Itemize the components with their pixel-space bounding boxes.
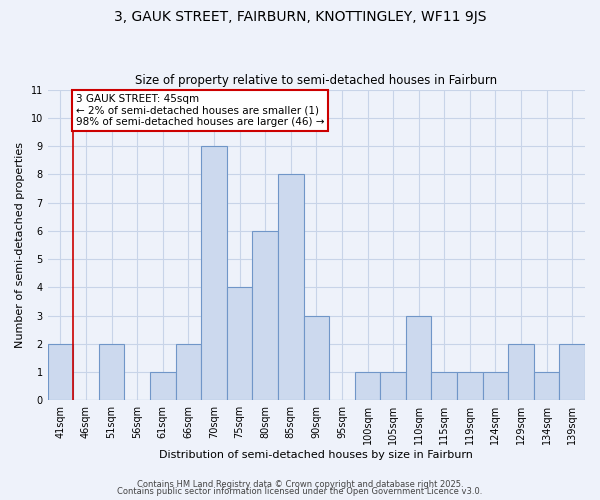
Bar [482, 372, 508, 400]
Bar [99, 344, 124, 401]
Text: Contains HM Land Registry data © Crown copyright and database right 2025.: Contains HM Land Registry data © Crown c… [137, 480, 463, 489]
Bar [457, 372, 482, 400]
Bar [406, 316, 431, 400]
Bar [227, 288, 253, 401]
Title: Size of property relative to semi-detached houses in Fairburn: Size of property relative to semi-detach… [135, 74, 497, 87]
Bar [559, 344, 585, 401]
Bar [355, 372, 380, 400]
Text: 3 GAUK STREET: 45sqm
← 2% of semi-detached houses are smaller (1)
98% of semi-de: 3 GAUK STREET: 45sqm ← 2% of semi-detach… [76, 94, 325, 127]
Text: 3, GAUK STREET, FAIRBURN, KNOTTINGLEY, WF11 9JS: 3, GAUK STREET, FAIRBURN, KNOTTINGLEY, W… [114, 10, 486, 24]
Bar [304, 316, 329, 400]
Bar [176, 344, 201, 401]
Bar [201, 146, 227, 401]
Bar [47, 344, 73, 401]
Bar [534, 372, 559, 400]
X-axis label: Distribution of semi-detached houses by size in Fairburn: Distribution of semi-detached houses by … [160, 450, 473, 460]
Bar [431, 372, 457, 400]
Y-axis label: Number of semi-detached properties: Number of semi-detached properties [15, 142, 25, 348]
Bar [278, 174, 304, 400]
Bar [253, 231, 278, 400]
Text: Contains public sector information licensed under the Open Government Licence v3: Contains public sector information licen… [118, 487, 482, 496]
Bar [508, 344, 534, 401]
Bar [380, 372, 406, 400]
Bar [150, 372, 176, 400]
